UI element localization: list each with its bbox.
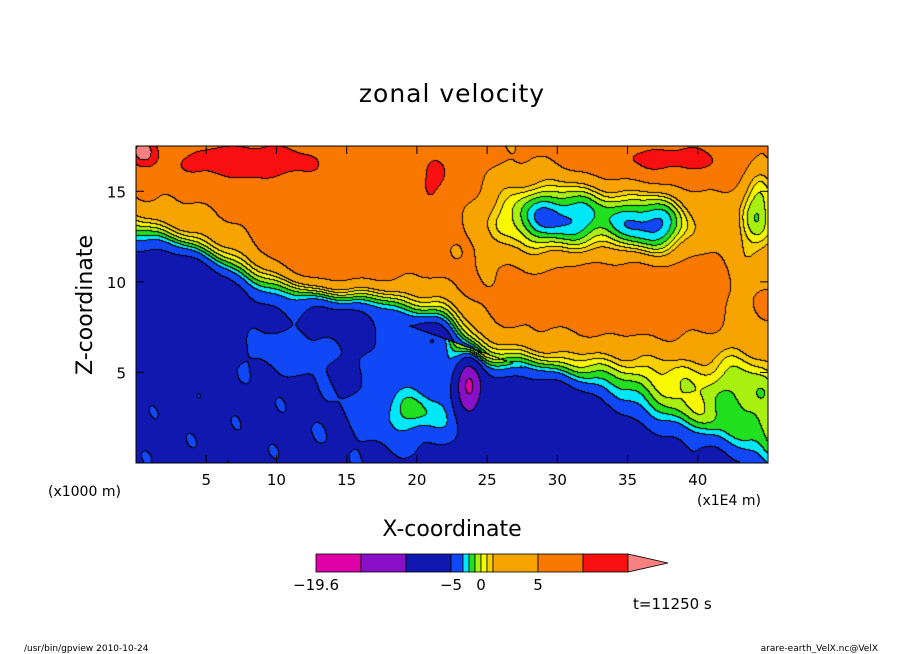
x-tick-label: 35 [618, 471, 637, 489]
colorbar-tick-label: −19.6 [293, 576, 339, 594]
colorbar-bin [582, 553, 629, 573]
x-tick-label: 10 [267, 471, 286, 489]
y-tick-label: 10 [107, 274, 126, 292]
contour-field [136, 146, 768, 463]
y-axis: 5 10 15 [107, 183, 768, 382]
colorbar-bin [480, 553, 488, 573]
footer-right: arare-earth_VelX.nc@VelX [761, 644, 878, 654]
colorbar-tick-label: −5 [440, 576, 462, 594]
y-tick-label: 15 [107, 183, 126, 201]
x-axis: 5 10 15 20 25 30 35 40 [201, 146, 707, 489]
y-axis-label: Z-coordinate [73, 235, 98, 375]
colorbar-bin [468, 553, 476, 573]
colorbar-bin [474, 553, 482, 573]
x-axis-label: X-coordinate [382, 517, 521, 542]
footer-left: /usr/bin/gpview 2010-10-24 [24, 644, 149, 654]
colorbar-bin [462, 553, 470, 573]
colorbar-bin [360, 553, 407, 573]
colorbar-bin [486, 553, 494, 573]
y-unit-label: (x1000 m) [48, 484, 121, 500]
colorbar-tick-label: 5 [533, 576, 543, 594]
x-tick-label: 20 [407, 471, 426, 489]
colorbar-bin [450, 553, 464, 573]
colorbar-bin [405, 553, 452, 573]
colorbar-bin [492, 553, 539, 573]
colorbar-tick-label: 0 [476, 576, 486, 594]
x-tick-label: 5 [201, 471, 211, 489]
x-tick-label: 40 [688, 471, 707, 489]
plot-area [135, 145, 769, 464]
x-tick-label: 30 [548, 471, 567, 489]
plot-frame [135, 145, 769, 464]
chart-title: zonal velocity [359, 79, 545, 108]
y-tick-label: 5 [116, 364, 126, 382]
colorbar-bin [537, 553, 584, 573]
x-tick-label: 15 [337, 471, 356, 489]
colorbar-extend-arrow [627, 553, 669, 573]
colorbar: −19.6 −5 0 5 [293, 553, 669, 594]
time-label: t=11250 s [633, 595, 712, 613]
x-unit-label: (x1E4 m) [697, 493, 761, 509]
x-tick-label: 25 [478, 471, 497, 489]
colorbar-bin [315, 553, 362, 573]
